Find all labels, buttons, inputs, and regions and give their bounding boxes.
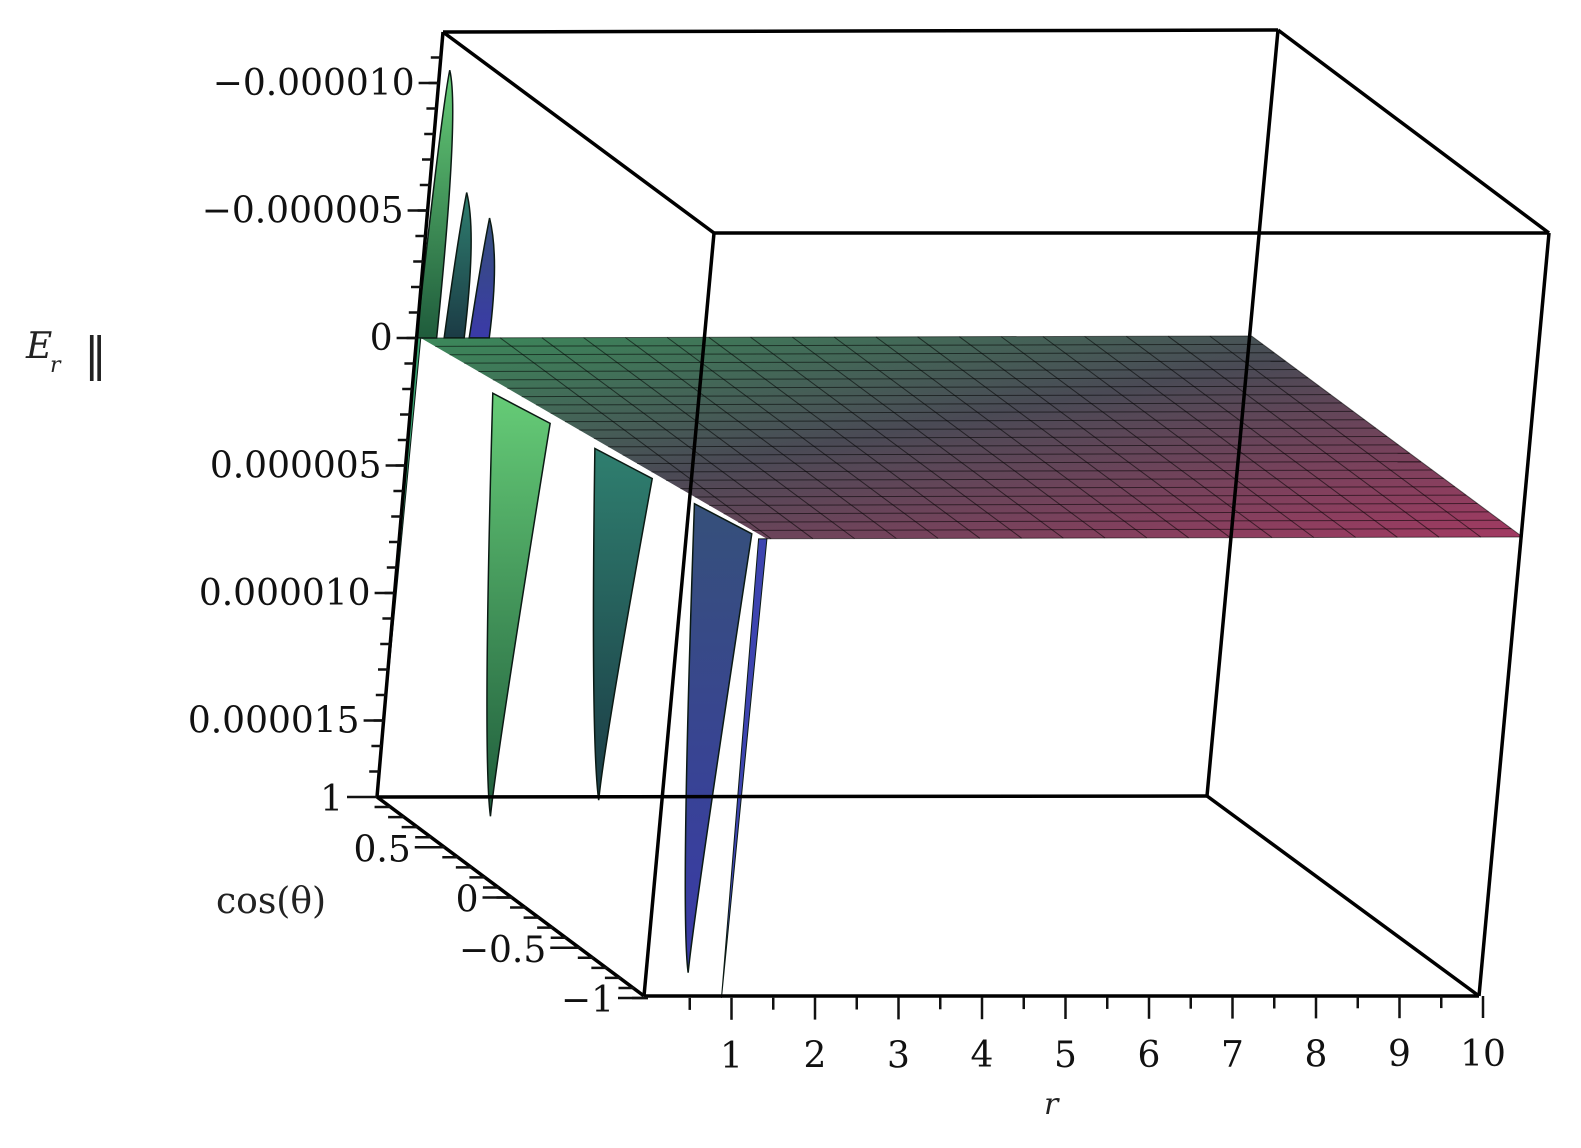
y-axis-title: cos(θ) xyxy=(216,881,326,922)
y-tick-label: 0.5 xyxy=(353,829,410,870)
z-axis-title: E r ‖ xyxy=(25,326,107,381)
mesh-line-r xyxy=(625,337,897,539)
z-axis-label-sub: r xyxy=(50,353,62,378)
y-tick-label: −1 xyxy=(561,980,614,1021)
z-tick-label: 0.000015 xyxy=(188,701,360,742)
mesh-line-r xyxy=(833,336,1106,539)
surface-peak xyxy=(468,217,496,339)
mesh-line-c xyxy=(521,394,1331,398)
mesh-line-c xyxy=(435,343,1263,347)
mesh-line-c xyxy=(507,385,1320,389)
mesh-line-c xyxy=(536,402,1342,406)
surface-peak xyxy=(443,192,472,339)
mesh-line-c xyxy=(665,477,1444,481)
mesh-line-r xyxy=(708,336,981,539)
mesh-line-r xyxy=(1209,335,1482,538)
mesh-line-c xyxy=(738,519,1501,523)
y-tick-label: −0.5 xyxy=(459,930,546,971)
z-axis-ticks: −0.000010 −0.000005 0 0.000005 0.000010 0.000… xyxy=(188,56,441,773)
mesh-line-r xyxy=(959,336,1231,539)
mesh-line-r xyxy=(583,337,855,540)
z-axis-norm-mark: ‖ xyxy=(84,327,107,381)
z-tick-label: −0.000005 xyxy=(202,191,404,232)
mesh-line-c xyxy=(593,436,1388,439)
mesh-line-c xyxy=(579,427,1376,431)
mesh-line-r xyxy=(917,336,1189,539)
surface-peak xyxy=(415,70,454,339)
surface xyxy=(378,70,1523,998)
x-tick-label: 4 xyxy=(971,1035,994,1076)
x-tick-label: 8 xyxy=(1305,1034,1328,1075)
mesh-line-c xyxy=(449,352,1275,356)
z-tick-label: 0 xyxy=(370,318,393,359)
bounding-box xyxy=(375,28,1551,998)
mesh-line-r xyxy=(750,336,1022,539)
mesh-line-r xyxy=(499,337,772,540)
mesh-line-r xyxy=(1042,336,1315,538)
y-axis-ticks: 10.5 0 −0.5 −1 xyxy=(320,779,648,1021)
mesh-line-r xyxy=(1251,335,1523,538)
x-axis-ticks: 1 2 3 4 5 6 7 8 9 10 xyxy=(688,996,1506,1077)
mesh-line-c xyxy=(492,377,1309,381)
mesh-line-c xyxy=(651,469,1433,473)
x-tick-label: 2 xyxy=(804,1036,827,1077)
surface-trough xyxy=(592,447,654,801)
mesh-line-c xyxy=(622,452,1410,456)
x-tick-label: 9 xyxy=(1388,1034,1411,1075)
z-tick-label: 0.000010 xyxy=(199,573,371,614)
x-tick-label: 5 xyxy=(1054,1035,1077,1076)
mesh-line-r xyxy=(1000,336,1273,539)
mesh-line-c xyxy=(464,360,1286,364)
mesh-line-c xyxy=(637,461,1421,465)
mesh-line-r xyxy=(1126,335,1398,538)
z-tick-label: −0.000010 xyxy=(213,63,415,104)
mesh-line-c xyxy=(723,511,1489,515)
mesh-line-c xyxy=(694,494,1467,498)
mesh-line-c xyxy=(550,410,1354,414)
mesh-line-r xyxy=(792,336,1064,539)
z-axis-label-main: E xyxy=(25,326,52,367)
z-tick-label: 0.000005 xyxy=(210,446,382,487)
x-tick-label: 6 xyxy=(1138,1035,1161,1076)
x-tick-label: 3 xyxy=(887,1035,910,1076)
x-tick-label: 1 xyxy=(720,1036,743,1077)
mesh-line-r xyxy=(875,336,1148,539)
mesh-line-r xyxy=(666,336,939,539)
mesh-line-c xyxy=(752,528,1512,531)
mesh-line-c xyxy=(680,486,1455,490)
surface-trough xyxy=(486,392,551,817)
y-tick-label: 1 xyxy=(320,779,343,820)
surface-trough xyxy=(684,502,753,973)
mesh-line-r xyxy=(1167,335,1440,538)
surface-edge-wall xyxy=(720,538,768,998)
mesh-line-c xyxy=(478,369,1297,372)
mesh-line-r xyxy=(541,337,814,540)
y-tick-label: 0 xyxy=(456,880,479,921)
x-axis-title: r xyxy=(1044,1087,1060,1122)
mesh-line-c xyxy=(420,335,1252,339)
mesh-line-r xyxy=(1084,335,1356,538)
x-tick-label: 7 xyxy=(1221,1035,1244,1076)
mesh-line-c xyxy=(709,503,1478,506)
x-tick-label: 10 xyxy=(1460,1034,1506,1075)
mesh-line-c xyxy=(608,444,1399,448)
